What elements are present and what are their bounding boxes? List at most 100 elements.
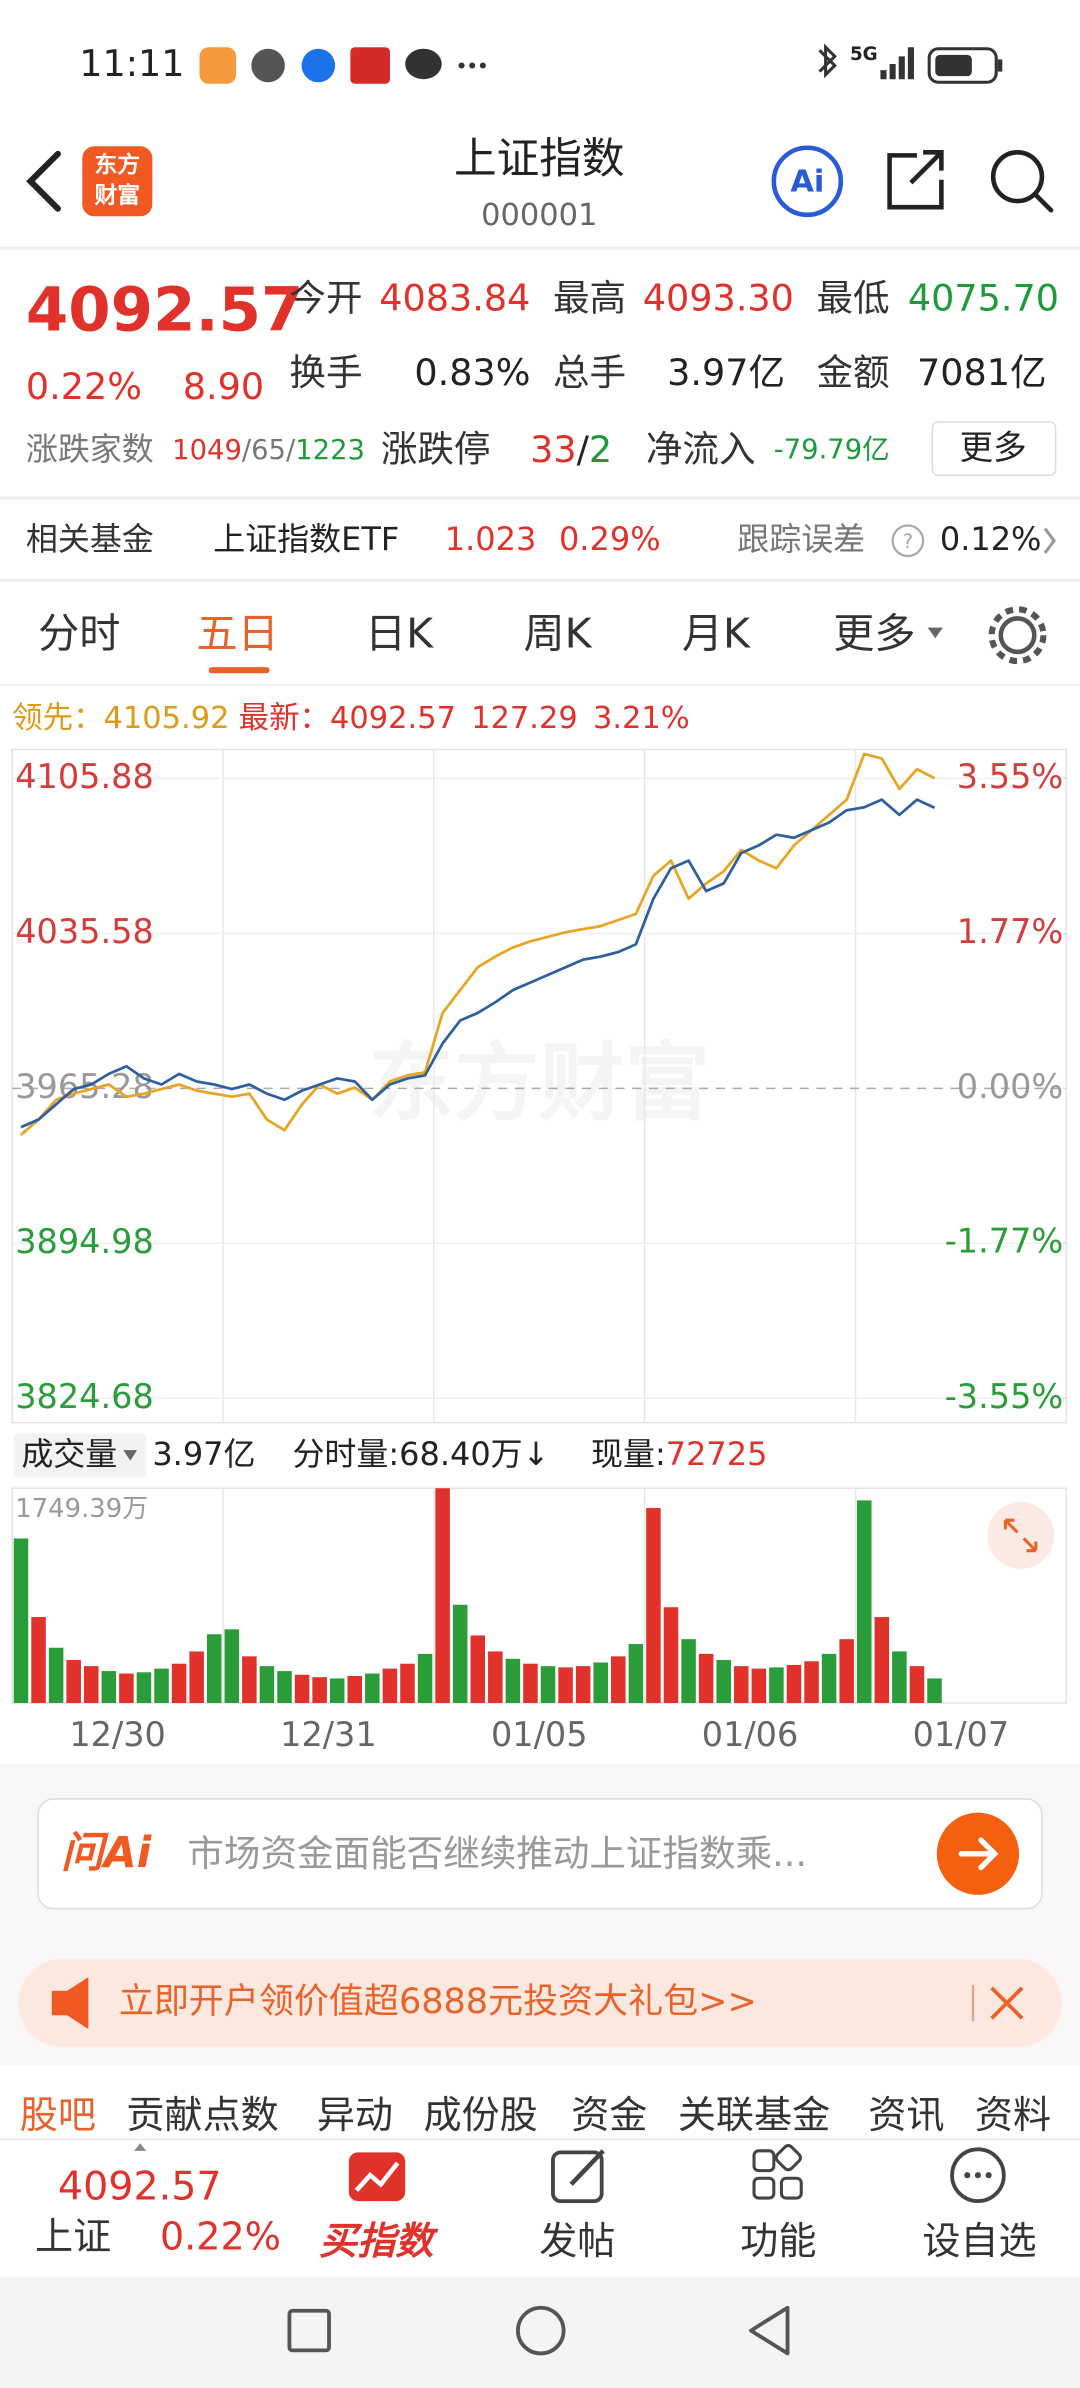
ask-ai-box[interactable] (37, 1798, 1043, 1910)
x-tick-label: 01/05 (491, 1715, 588, 1754)
limit-label: 涨跌停 (381, 427, 491, 470)
volume-bar (452, 1604, 468, 1703)
home-button[interactable] (516, 2305, 566, 2356)
stock-code: 000001 (481, 198, 597, 233)
more-button[interactable] (931, 421, 1057, 477)
netflow-value: -79.79亿 (774, 434, 890, 465)
expand-icon (1003, 1518, 1038, 1553)
volume-bar (874, 1617, 890, 1703)
nav-item[interactable]: 设自选 (922, 2219, 1036, 2263)
share-button[interactable] (887, 150, 944, 210)
last-volume: 现量:72725 (591, 1435, 767, 1473)
nav-item[interactable]: 发帖 (539, 2219, 615, 2263)
fund-name: 上证指数ETF (213, 520, 399, 558)
bottom-nav-background (0, 2140, 1080, 2278)
breadth-label: 涨跌家数 (26, 430, 154, 468)
volume-bar (540, 1666, 556, 1703)
function-icon (752, 2176, 776, 2200)
section-tab[interactable]: 股吧 (20, 2093, 96, 2137)
change: 8.90 (183, 365, 264, 408)
status-time: 11:11 (79, 42, 184, 85)
x-tick-label: 12/30 (69, 1715, 166, 1754)
volume-bar (31, 1617, 46, 1703)
volume-bar (892, 1651, 907, 1703)
volume-bar (189, 1651, 204, 1703)
volume-bar (119, 1673, 134, 1703)
page-title: 上证指数 (454, 134, 625, 184)
fund-price: 1.023 (445, 520, 537, 558)
network-type: 5G (850, 44, 878, 65)
section-tab[interactable]: 贡献点数 (126, 2093, 278, 2137)
tick-volume: 分时量:68.40万↓ (292, 1435, 549, 1473)
y2-tick-label: 1.77% (957, 912, 1063, 951)
buy-icon-line (354, 2161, 400, 2192)
dropdown-arrow (123, 1450, 138, 1461)
settings-button[interactable] (998, 616, 1037, 655)
ask-ai-brand: 问Ai (61, 1828, 153, 1878)
battery-level (935, 54, 972, 77)
function-icon (774, 2144, 802, 2172)
recents-button[interactable] (287, 2308, 331, 2353)
volume-bar (48, 1647, 64, 1703)
bottom-price: 4092.57 (58, 2163, 222, 2209)
fund-label: 相关基金 (26, 520, 154, 558)
volume-bar (329, 1678, 345, 1703)
promo-banner[interactable] (18, 1958, 1062, 2048)
back-button[interactable] (26, 150, 61, 212)
volume-selector[interactable] (13, 1433, 147, 1478)
fund-pct: 0.29% (559, 520, 661, 558)
tab-underline (208, 667, 270, 674)
section-tab[interactable]: 资料 (975, 2093, 1051, 2137)
change-pct: 0.22% (26, 365, 142, 408)
field-value: 7081亿 (917, 351, 1047, 394)
volume-bar (294, 1674, 310, 1703)
y2-tick-label: -3.55% (945, 1377, 1064, 1416)
function-icon (779, 2176, 803, 2200)
app-icon (251, 48, 285, 83)
expand-button[interactable] (987, 1501, 1055, 1569)
limit-value-part: / (577, 427, 590, 470)
tab[interactable]: 分时 (38, 610, 120, 658)
section-tab[interactable]: 成份股 (423, 2093, 537, 2137)
volume-bar (804, 1661, 819, 1703)
netflow-label: 净流入 (646, 427, 756, 470)
chart-legend-part: 最新： (239, 700, 330, 735)
tab[interactable]: 周K (523, 610, 592, 658)
field-label: 最高 (553, 277, 626, 320)
section-tab[interactable]: 资金 (571, 2093, 647, 2137)
tab[interactable]: 日K (365, 610, 434, 658)
close-button[interactable] (990, 1986, 1024, 2020)
pen-icon (569, 2149, 605, 2186)
up-caret (134, 2143, 147, 2151)
field-value: 4083.84 (379, 277, 530, 320)
divider (0, 496, 1080, 500)
volume-bar (154, 1668, 169, 1703)
dot (985, 2172, 992, 2179)
field-value: 4093.30 (643, 277, 794, 320)
tab[interactable]: 更多 (833, 610, 915, 658)
price: 4092.57 (26, 274, 303, 345)
section-tab[interactable]: 资讯 (868, 2093, 944, 2137)
section-tab[interactable]: 异动 (317, 2093, 393, 2137)
tab[interactable]: 月K (682, 610, 751, 658)
dropdown-arrow (927, 627, 943, 639)
battery-icon (927, 47, 998, 84)
volume-bar (611, 1656, 626, 1703)
help-icon[interactable] (891, 524, 925, 558)
section-tab[interactable]: 关联基金 (678, 2093, 830, 2137)
x-tick-label: 01/07 (913, 1715, 1010, 1754)
tab[interactable]: 五日 (197, 610, 279, 658)
volume-bar (558, 1667, 573, 1703)
breadth-value-part: 1049 (172, 434, 242, 465)
system-nav-background (0, 2277, 1080, 2388)
volume-bar (488, 1651, 503, 1703)
volume-bar (593, 1662, 608, 1703)
back-nav-button[interactable] (749, 2305, 790, 2356)
volume-tick-label: 1749.39万 (15, 1494, 148, 1524)
y-tick-label: 3824.68 (15, 1377, 154, 1416)
nav-item[interactable]: 功能 (740, 2219, 816, 2263)
ai-button[interactable] (771, 145, 844, 218)
nav-item[interactable]: 买指数 (319, 2219, 439, 2263)
search-button[interactable] (990, 150, 1045, 204)
